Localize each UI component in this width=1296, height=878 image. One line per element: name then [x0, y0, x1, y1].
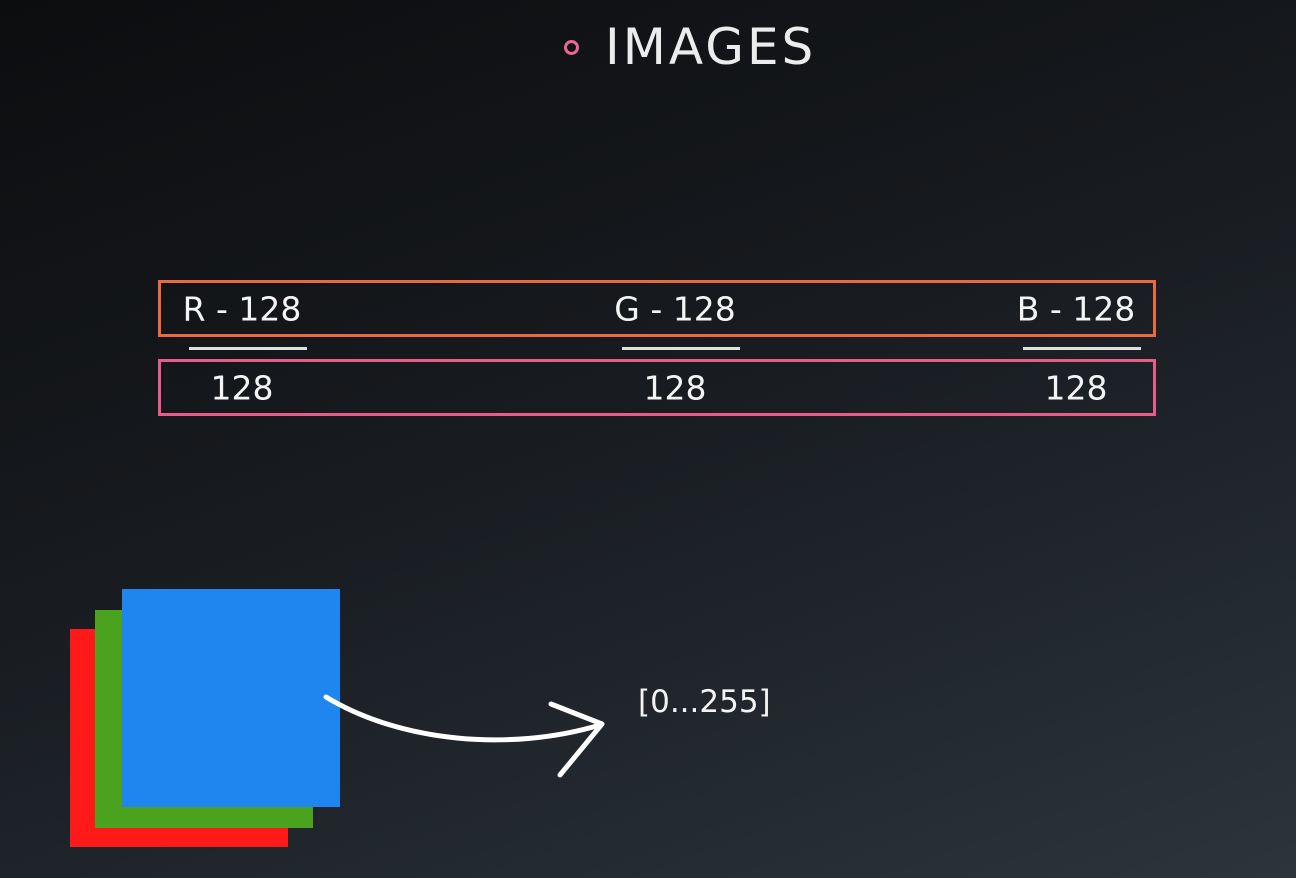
slide-header: IMAGES [564, 14, 816, 80]
channel-label-blue: B - 128 [1016, 289, 1136, 328]
channel-divider-blue [1023, 347, 1141, 350]
channel-labels-box: R - 128 G - 128 B - 128 [158, 280, 1156, 337]
value-range-label: [0...255] [638, 684, 771, 720]
channel-divider-green [622, 347, 740, 350]
blue-channel-layer [122, 589, 340, 807]
bullet-ring-icon [564, 39, 579, 55]
channel-label-red: R - 128 [182, 289, 302, 328]
channel-values-box: 128 128 128 [158, 359, 1156, 416]
channel-label-green: G - 128 [614, 289, 736, 328]
channel-value-green: 128 [643, 368, 707, 407]
slide-title: IMAGES [605, 18, 817, 76]
channel-value-red: 128 [210, 368, 274, 407]
channel-divider-red [189, 347, 307, 350]
channel-value-blue: 128 [1044, 368, 1108, 407]
